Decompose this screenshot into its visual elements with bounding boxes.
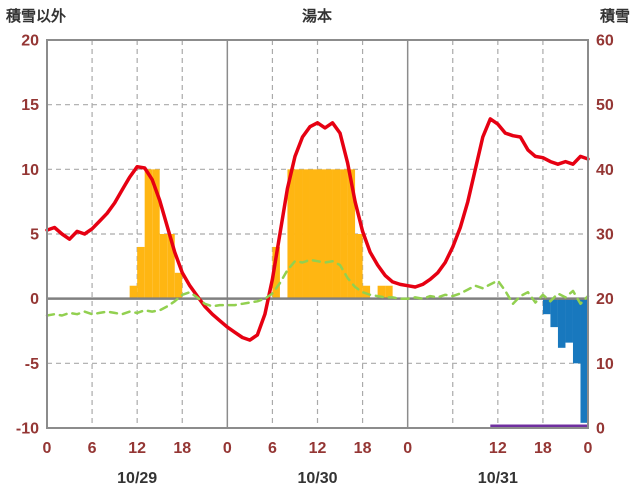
date-label: 10/29 — [117, 470, 157, 487]
left-tick-label: 5 — [30, 227, 39, 244]
right-tick-label: 60 — [596, 33, 614, 50]
left-tick-label: 15 — [21, 97, 39, 114]
date-label: 10/31 — [478, 470, 518, 487]
orange-bars-precipitation-bar — [167, 234, 175, 299]
green-dashed-line-wind — [45, 258, 590, 317]
orange-bars-precipitation-bar — [332, 169, 341, 299]
x-tick-label: 0 — [584, 440, 593, 457]
x-tick-label: 12 — [128, 440, 146, 457]
chart-title: 湯本 — [301, 8, 333, 25]
orange-bars-precipitation-bar — [159, 234, 168, 299]
date-label: 10/30 — [297, 470, 337, 487]
orange-bars-precipitation-bar — [302, 169, 310, 299]
orange-bars-precipitation-bar — [144, 169, 153, 299]
x-tick-label: 12 — [489, 440, 507, 457]
orange-bars-precipitation-bar — [152, 169, 160, 299]
x-tick-label: 0 — [223, 440, 232, 457]
left-tick-label: 20 — [21, 33, 39, 50]
right-tick-label: 0 — [596, 421, 605, 438]
left-axis-label: 積雪以外 — [6, 8, 67, 25]
left-tick-label: -5 — [25, 356, 39, 373]
left-tick-label: 0 — [30, 291, 39, 308]
orange-bars-precipitation-bar — [347, 169, 356, 299]
blue-bars-snow-bar — [542, 298, 551, 315]
x-tick-label: 18 — [173, 440, 191, 457]
x-tick-label: 0 — [43, 440, 52, 457]
left-tick-label: -10 — [16, 421, 39, 438]
orange-bars-precipitation-bar — [137, 246, 145, 299]
right-tick-label: 10 — [596, 356, 614, 373]
blue-bars-snow-bar — [550, 298, 558, 328]
left-tick-label: 10 — [21, 162, 39, 179]
x-tick-label: 18 — [534, 440, 552, 457]
orange-bars-precipitation-bar — [340, 169, 348, 299]
orange-bars-precipitation-bar — [355, 234, 363, 299]
orange-bars-precipitation-bar — [377, 285, 386, 299]
right-tick-label: 50 — [596, 97, 614, 114]
orange-bars-precipitation-bar — [317, 169, 326, 299]
blue-bars-snow-bar — [557, 298, 566, 348]
red-line-temperature — [45, 117, 590, 342]
orange-bars-precipitation-bar — [174, 272, 183, 299]
orange-bars-precipitation-bar — [272, 246, 280, 299]
right-tick-label: 20 — [596, 291, 614, 308]
orange-bars-precipitation-bar — [325, 169, 333, 299]
x-tick-label: 0 — [403, 440, 412, 457]
right-tick-label: 40 — [596, 162, 614, 179]
orange-bars-precipitation-bar — [385, 285, 393, 299]
right-tick-label: 30 — [596, 227, 614, 244]
x-tick-label: 6 — [88, 440, 97, 457]
x-tick-label: 18 — [354, 440, 372, 457]
orange-bars-precipitation-bar — [309, 169, 318, 299]
x-tick-label: 12 — [309, 440, 327, 457]
orange-bars-precipitation-bar — [129, 285, 138, 299]
plot-frame — [46, 39, 589, 429]
blue-bars-snow-bar — [580, 298, 588, 423]
right-axis-label: 積雪 — [599, 8, 630, 25]
orange-bars-precipitation-bar — [294, 169, 303, 299]
blue-bars-snow-bar — [572, 298, 581, 364]
orange-bars-precipitation-bar — [287, 169, 295, 299]
x-tick-label: 6 — [268, 440, 277, 457]
blue-bars-snow-bar — [565, 298, 573, 343]
